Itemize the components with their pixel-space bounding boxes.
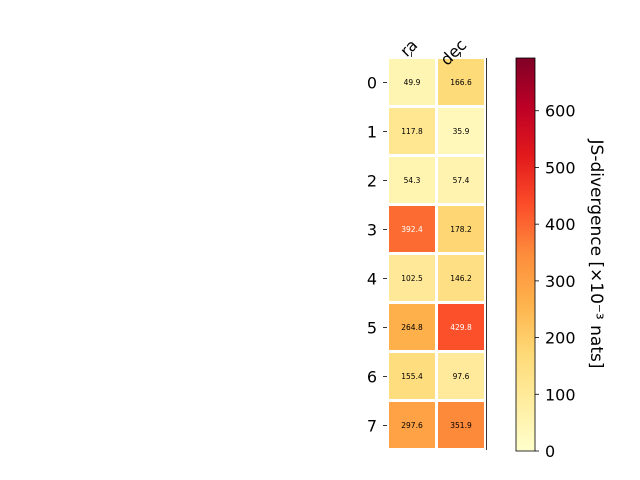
colorbar-gradient: [515, 57, 536, 452]
row-tick-label: 1: [367, 123, 377, 142]
cell-value-label: 178.2: [450, 225, 472, 234]
heatmap-cell: [389, 59, 435, 105]
colorbar-tick-label: 200: [545, 329, 576, 348]
cell-value-label: 117.8: [401, 127, 423, 136]
column-tick-label: ra: [396, 35, 421, 60]
row-tick-label: 7: [367, 417, 377, 436]
row-tick-label: 0: [367, 74, 377, 93]
row-tick-labels: 0 1 2 3 4 5 6 7: [367, 74, 387, 436]
heatmap-cell: [438, 353, 484, 399]
colorbar-tick-label: 600: [545, 102, 576, 121]
cell-value-label: 102.5: [401, 274, 423, 283]
colorbar-tick-label: 0: [545, 442, 555, 461]
cell-value-label: 264.8: [401, 323, 423, 332]
heatmap-cell: [389, 255, 435, 301]
colorbar-tick-label: 300: [545, 272, 576, 291]
cell-value-label: 351.9: [450, 421, 472, 430]
row-tick-label: 6: [367, 368, 377, 387]
heatmap-plot: 49.9 166.6 117.8 35.9 54.3 57.4 392.4 178.2 102.…: [367, 35, 487, 450]
colorbar-label: JS-divergence [×10⁻³ nats]: [586, 139, 606, 369]
heatmap-cell: [438, 59, 484, 105]
colorbar-tick-labels: 0 100 200 300 400 500 600: [535, 102, 576, 461]
colorbar-tick-label: 400: [545, 215, 576, 234]
row-tick-label: 4: [367, 270, 377, 289]
heatmap-cell: [438, 304, 484, 350]
cell-value-label: 146.2: [450, 274, 472, 283]
heatmap-cell: [389, 402, 435, 448]
colorbar: 0 100 200 300 400 500 600 JS-divergence [×10⁻³…: [515, 57, 606, 461]
colorbar-tick-label: 500: [545, 158, 576, 177]
heatmap-cell: [389, 157, 435, 203]
heatmap-cell: [438, 206, 484, 252]
heatmap-cell: [389, 206, 435, 252]
row-tick-label: 5: [367, 319, 377, 338]
heatmap-cell: [438, 255, 484, 301]
cell-value-label: 49.9: [404, 78, 421, 87]
cell-value-label: 35.9: [453, 127, 470, 136]
heatmap-cell: [389, 108, 435, 154]
heatmap-cell: [389, 304, 435, 350]
heatmap-cell: [389, 353, 435, 399]
cell-value-label: 297.6: [401, 421, 423, 430]
cell-value-label: 429.8: [450, 323, 472, 332]
cell-value-label: 97.6: [453, 372, 470, 381]
cell-value-label: 392.4: [401, 225, 423, 234]
cell-value-label: 54.3: [404, 176, 421, 185]
cell-value-label: 57.4: [453, 176, 470, 185]
cell-value-label: 166.6: [450, 78, 472, 87]
heatmap-cell: [438, 157, 484, 203]
row-tick-label: 3: [367, 221, 377, 240]
heatmap-cells: 49.9 166.6 117.8 35.9 54.3 57.4 392.4 178.2 102.…: [389, 59, 484, 448]
heatmap-cell: [438, 108, 484, 154]
row-tick-label: 2: [367, 172, 377, 191]
heatmap-cell: [438, 402, 484, 448]
cell-value-label: 155.4: [401, 372, 423, 381]
colorbar-tick-label: 100: [545, 385, 576, 404]
